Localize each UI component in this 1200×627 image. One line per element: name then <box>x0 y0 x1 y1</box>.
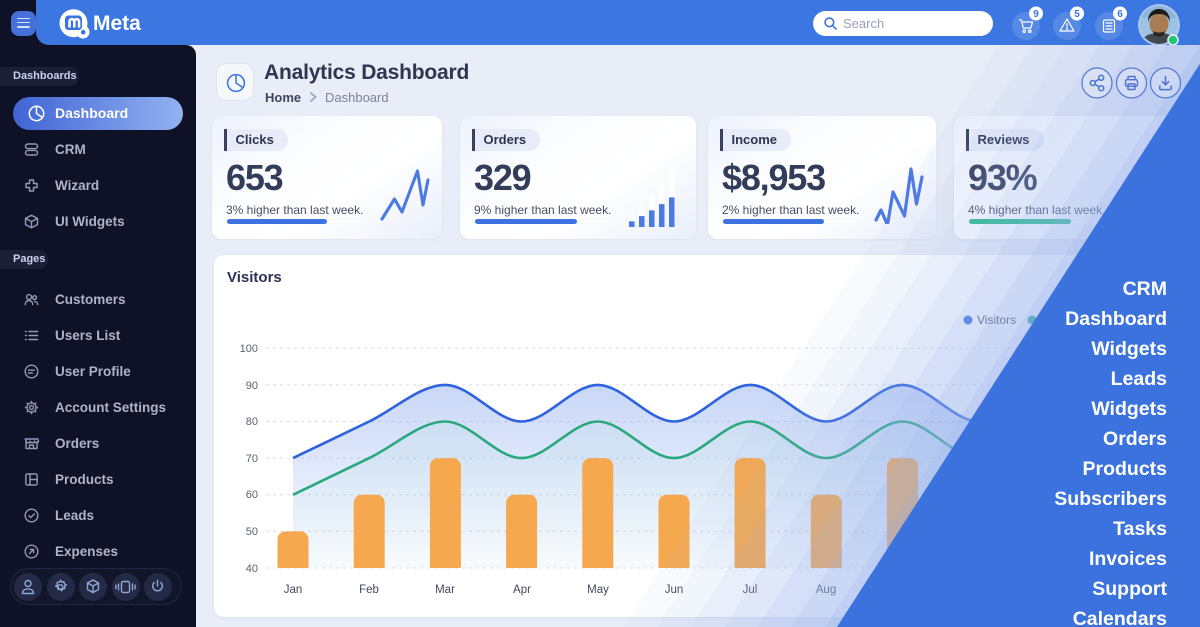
svg-text:Feb: Feb <box>359 584 379 596</box>
svg-text:60: 60 <box>246 489 258 501</box>
svg-text:May: May <box>587 584 609 596</box>
svg-text:6: 6 <box>1117 9 1123 20</box>
svg-text:5: 5 <box>1074 9 1080 20</box>
svg-text:40: 40 <box>246 563 258 575</box>
svg-text:Sep: Sep <box>893 584 913 596</box>
svg-text:Apr: Apr <box>513 584 531 596</box>
svg-text:Jun: Jun <box>665 584 684 596</box>
svg-text:9: 9 <box>1033 9 1039 20</box>
svg-text:100: 100 <box>240 343 258 355</box>
svg-text:80: 80 <box>246 416 258 428</box>
svg-text:Mar: Mar <box>435 584 455 596</box>
svg-text:90: 90 <box>246 380 258 392</box>
svg-text:Aug: Aug <box>816 584 836 596</box>
svg-text:Jan: Jan <box>284 584 303 596</box>
svg-text:50: 50 <box>246 526 258 538</box>
svg-text:Jul: Jul <box>743 584 758 596</box>
svg-text:70: 70 <box>246 453 258 465</box>
